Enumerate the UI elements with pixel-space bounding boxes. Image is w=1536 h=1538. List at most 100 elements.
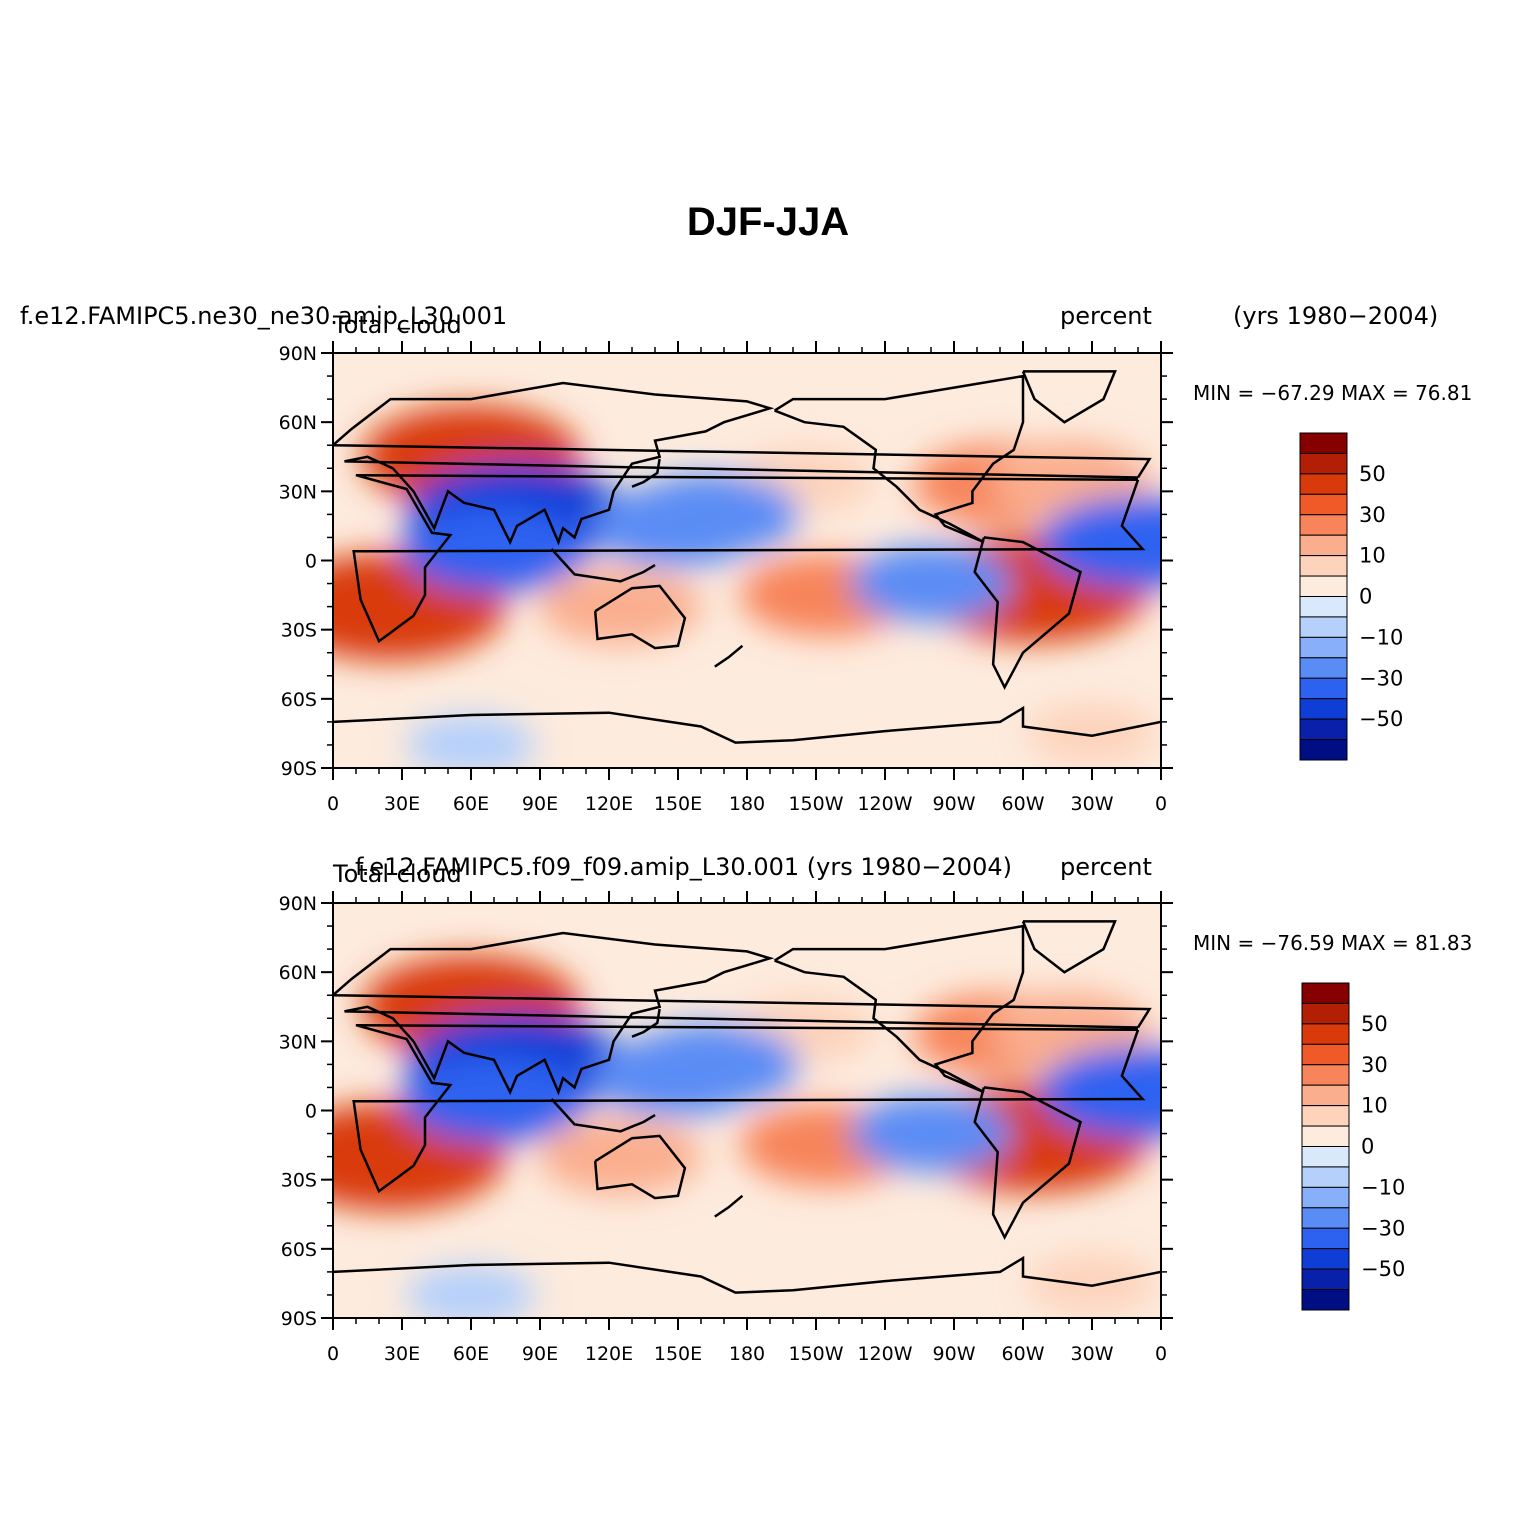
lat-tick-label: 90S bbox=[281, 1308, 317, 1330]
lat-tick-label: 60N bbox=[279, 962, 317, 984]
anomaly-blob bbox=[625, 1023, 800, 1106]
lat-tick-label: 0 bbox=[305, 551, 317, 573]
coastline bbox=[550, 548, 656, 583]
anomaly-blob bbox=[1039, 1045, 1161, 1139]
colorbar-swatch bbox=[1299, 739, 1348, 761]
panel-1-case-label: f.e12.FAMIPC5.ne30_ne30.amip_L30.001 bbox=[20, 302, 508, 330]
anomaly-blob bbox=[406, 714, 536, 768]
colorbar-swatch bbox=[1301, 1064, 1350, 1086]
figure-title: DJF-JJA bbox=[686, 200, 850, 244]
colorbar-1: 50 30 10 0 −10 −30 −50 bbox=[1299, 432, 1403, 761]
cloud-field-2 bbox=[333, 903, 1161, 1318]
lat-tick-label: 60S bbox=[281, 689, 317, 711]
colorbar-label: −30 bbox=[1359, 666, 1403, 690]
anomaly-blob bbox=[849, 545, 1013, 622]
anomaly-blob bbox=[1039, 495, 1161, 589]
lon-tick-label: 0 bbox=[327, 793, 339, 815]
map-panel-2: 90N 60N 30N 0 30S 60S 90S 0 30E 60E 90E 120E 150E 180… bbox=[279, 891, 1173, 1365]
coastline bbox=[773, 924, 1025, 1094]
colorbar-2: 50 30 10 0 −10 −30 −50 bbox=[1301, 982, 1405, 1311]
colorbar-swatch bbox=[1299, 514, 1348, 536]
lon-tick-label: 0 bbox=[1155, 793, 1167, 815]
lon-tick-label: 30E bbox=[384, 1343, 420, 1365]
coastline bbox=[1021, 370, 1117, 424]
lon-tick-label: 150W bbox=[788, 793, 843, 815]
coastline bbox=[631, 458, 661, 488]
colorbar-swatch bbox=[1299, 616, 1348, 638]
colorbar-label: 10 bbox=[1359, 544, 1386, 568]
lon-tick-label: 30E bbox=[384, 793, 420, 815]
colorbar-swatch bbox=[1301, 1146, 1350, 1168]
colorbar-swatch bbox=[1301, 1268, 1350, 1291]
lon-tick-label: 90E bbox=[522, 793, 558, 815]
colorbar-swatch bbox=[1301, 1084, 1350, 1107]
lon-tick-label: 60W bbox=[1002, 793, 1045, 815]
coastline bbox=[593, 584, 687, 650]
lon-tick-label: 120W bbox=[857, 793, 912, 815]
colorbar-label: −30 bbox=[1361, 1216, 1405, 1240]
anomaly-blob bbox=[1027, 1253, 1157, 1314]
lon-tick-label: 90W bbox=[933, 793, 976, 815]
anomaly-blob bbox=[625, 473, 800, 556]
colorbar-label: 30 bbox=[1359, 503, 1386, 527]
anomaly-blob bbox=[538, 568, 703, 645]
coastline bbox=[1021, 920, 1117, 974]
lon-tick-label: 60E bbox=[453, 793, 489, 815]
colorbar-swatch bbox=[1299, 677, 1348, 700]
coastline bbox=[631, 1008, 661, 1038]
panel-2-variable: Total cloud bbox=[333, 860, 462, 888]
colorbar-swatch bbox=[1299, 718, 1348, 741]
anomaly-blob bbox=[401, 1055, 587, 1143]
colorbar-swatch bbox=[1301, 1166, 1350, 1188]
colorbar-label: 50 bbox=[1361, 1012, 1388, 1036]
colorbar-swatch bbox=[1301, 1105, 1350, 1127]
coastline bbox=[333, 931, 1152, 1096]
coastline bbox=[593, 1134, 687, 1200]
colorbar-swatch bbox=[1299, 698, 1348, 720]
cloud-field-1 bbox=[333, 353, 1161, 768]
lat-tick-label: 0 bbox=[305, 1101, 317, 1123]
lon-tick-label: 60W bbox=[1002, 1343, 1045, 1365]
lon-tick-label: 150E bbox=[654, 1343, 702, 1365]
lon-tick-label: 90W bbox=[933, 1343, 976, 1365]
anomaly-blob bbox=[1027, 703, 1157, 764]
colorbar-label: −10 bbox=[1361, 1175, 1405, 1199]
lon-tick-label: 120W bbox=[857, 1343, 912, 1365]
colorbar-swatch bbox=[1301, 1186, 1350, 1209]
lon-tick-label: 180 bbox=[729, 1343, 765, 1365]
panel-2-units: percent bbox=[1060, 853, 1152, 881]
lat-tick-label: 90S bbox=[281, 758, 317, 780]
panel-1-variable: Total cloud bbox=[333, 311, 462, 339]
coastline bbox=[973, 1086, 1082, 1241]
lat-tick-label: 60N bbox=[279, 412, 317, 434]
lon-tick-label: 30W bbox=[1071, 793, 1114, 815]
coastline bbox=[550, 1098, 656, 1133]
colorbar-swatch bbox=[1301, 1002, 1350, 1025]
coastlines-2 bbox=[333, 920, 1161, 1294]
lat-tick-label: 30S bbox=[281, 620, 317, 642]
panel-1-stats: MIN = −67.29 MAX = 76.81 bbox=[1193, 381, 1473, 405]
map-panel-1: 90N 60N 30N 0 30S 60S 90S 0 30E 60E 90E 120E 150E 180… bbox=[279, 341, 1173, 815]
lat-tick-label: 90N bbox=[279, 893, 317, 915]
coastline bbox=[352, 473, 1146, 644]
lon-tick-label: 150W bbox=[788, 1343, 843, 1365]
coastline bbox=[773, 374, 1025, 544]
colorbar-swatch bbox=[1301, 1023, 1350, 1045]
anomaly-blob bbox=[406, 1264, 536, 1318]
colorbar-swatch bbox=[1299, 452, 1348, 475]
lon-tick-label: 30W bbox=[1071, 1343, 1114, 1365]
lon-tick-label: 90E bbox=[522, 1343, 558, 1365]
colorbar-label: 0 bbox=[1361, 1135, 1374, 1159]
coastline bbox=[973, 536, 1082, 691]
colorbar-swatch bbox=[1299, 657, 1348, 679]
lon-tick-label: 120E bbox=[585, 1343, 633, 1365]
anomaly-blob bbox=[849, 1095, 1013, 1172]
colorbar-swatch bbox=[1301, 1248, 1350, 1270]
colorbar-swatch bbox=[1301, 1227, 1350, 1250]
lon-tick-label: 150E bbox=[654, 793, 702, 815]
lat-tick-label: 30N bbox=[279, 481, 317, 503]
colorbar-swatch bbox=[1299, 493, 1348, 516]
panel-1-years: (yrs 1980−2004) bbox=[1233, 302, 1439, 330]
colorbar-swatch bbox=[1299, 432, 1348, 454]
